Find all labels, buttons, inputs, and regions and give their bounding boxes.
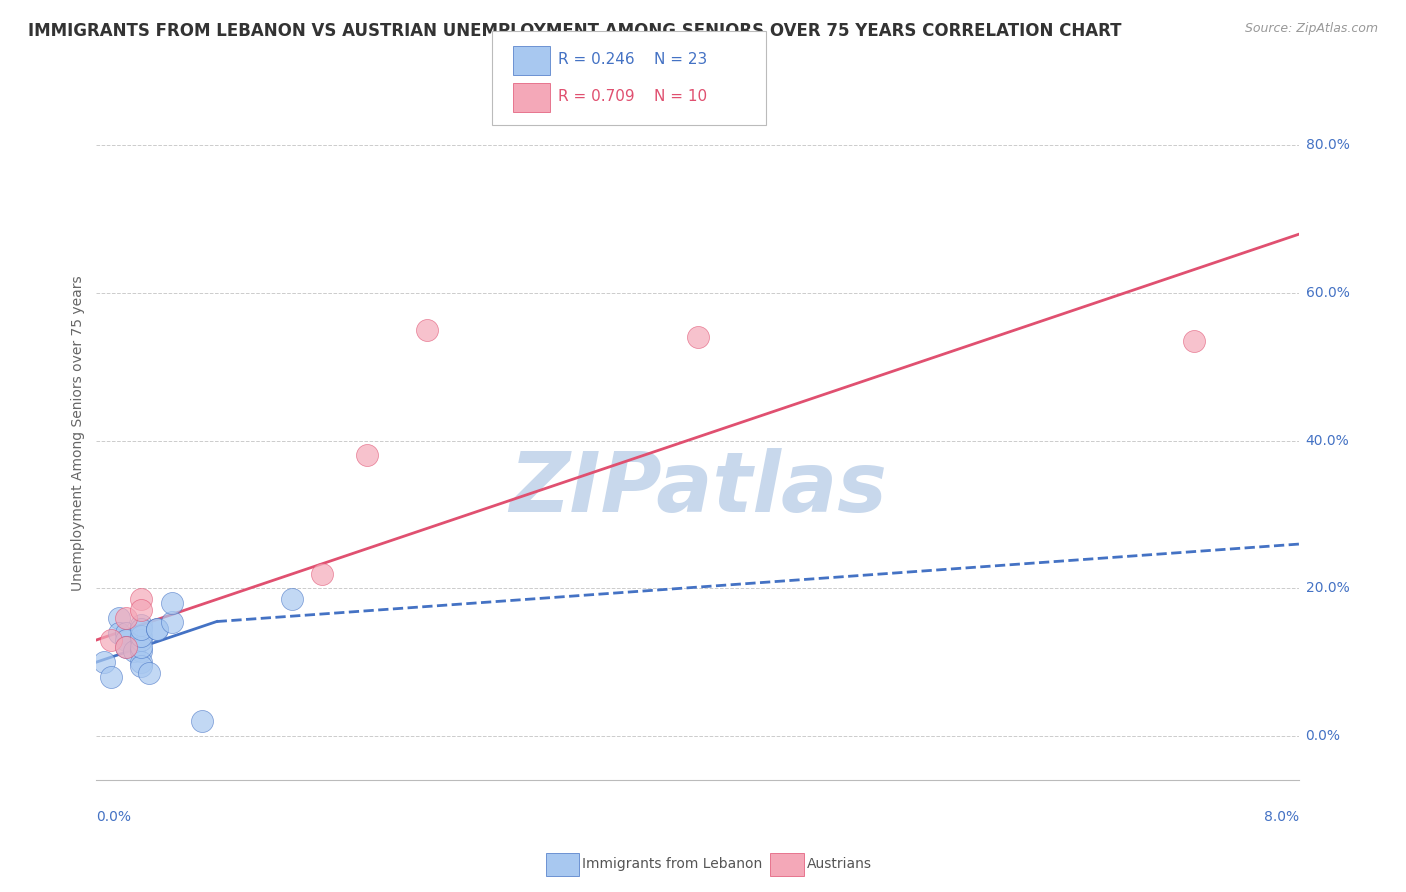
Point (131, 622, 153, 636)
Point (160, 615, 183, 629)
Point (145, 622, 167, 636)
Point (115, 625, 138, 640)
Text: 40.0%: 40.0% (1306, 434, 1350, 448)
Text: Source: ZipAtlas.com: Source: ZipAtlas.com (1244, 22, 1378, 36)
Point (311, 566, 333, 581)
Point (131, 592, 153, 607)
Point (131, 644, 153, 658)
Point (115, 640, 138, 655)
Text: R = 0.246: R = 0.246 (558, 52, 634, 67)
Point (131, 629, 153, 643)
Point (356, 449, 378, 463)
Point (115, 632, 138, 647)
Text: 0.0%: 0.0% (1306, 729, 1340, 743)
Point (100, 670, 122, 684)
Point (115, 640, 138, 655)
Point (138, 666, 160, 681)
Point (131, 658, 153, 673)
Point (131, 618, 153, 632)
Text: 20.0%: 20.0% (1306, 582, 1350, 595)
Point (145, 622, 167, 636)
Text: ZIPatlas: ZIPatlas (509, 449, 887, 529)
Text: 0.0%: 0.0% (97, 810, 131, 824)
Point (416, 323, 439, 337)
Text: R = 0.709: R = 0.709 (558, 89, 634, 104)
Point (108, 611, 131, 625)
Text: Austrians: Austrians (807, 857, 872, 871)
Point (100, 632, 122, 647)
Text: N = 23: N = 23 (654, 52, 707, 67)
Point (281, 592, 304, 607)
Text: Immigrants from Lebanon: Immigrants from Lebanon (582, 857, 762, 871)
Point (1182, 334, 1205, 348)
Point (131, 655, 153, 669)
Point (131, 603, 153, 617)
Point (108, 625, 131, 640)
Text: IMMIGRANTS FROM LEBANON VS AUSTRIAN UNEMPLOYMENT AMONG SENIORS OVER 75 YEARS COR: IMMIGRANTS FROM LEBANON VS AUSTRIAN UNEM… (28, 22, 1122, 40)
Point (122, 644, 145, 658)
Point (115, 611, 138, 625)
Point (686, 330, 709, 344)
Point (131, 640, 153, 655)
Point (190, 714, 212, 729)
Text: 80.0%: 80.0% (1306, 138, 1350, 153)
Text: N = 10: N = 10 (654, 89, 707, 104)
Text: 8.0%: 8.0% (1264, 810, 1299, 824)
Y-axis label: Unemployment Among Seniors over 75 years: Unemployment Among Seniors over 75 years (72, 276, 86, 591)
Point (160, 596, 183, 610)
Point (93, 655, 115, 669)
Text: 60.0%: 60.0% (1306, 286, 1350, 300)
Point (131, 632, 153, 647)
